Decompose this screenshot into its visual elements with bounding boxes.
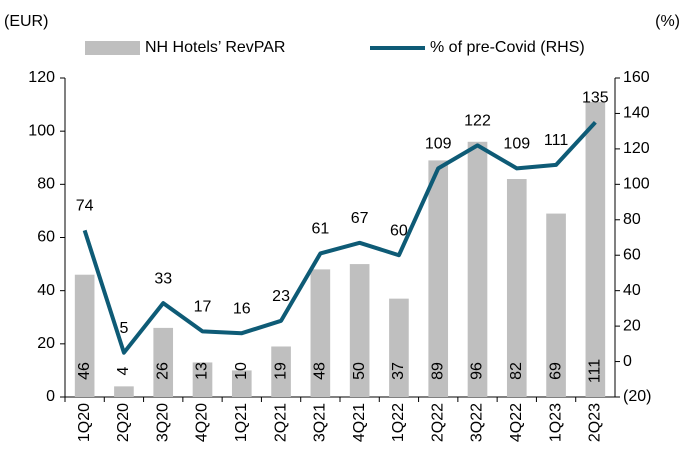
x-tick-label: 2Q21 (272, 403, 289, 442)
bar-value-label: 48 (312, 362, 329, 380)
y2-tick-label: 120 (623, 140, 650, 157)
bar (546, 213, 566, 397)
line-value-label: 61 (311, 221, 329, 238)
line-value-label: 60 (390, 222, 408, 239)
bar (467, 141, 488, 397)
bar (74, 274, 95, 397)
line-value-label: 16 (233, 300, 251, 317)
x-tick-label: 1Q21 (233, 403, 250, 442)
x-tick-label: 3Q20 (154, 403, 171, 442)
x-tick-label: 4Q22 (508, 403, 525, 442)
bar (506, 179, 527, 397)
legend-swatch (85, 41, 140, 55)
y2-tick-label: 0 (623, 353, 632, 370)
y2-tick-label: 20 (623, 317, 641, 334)
x-tick-label: 1Q22 (390, 403, 407, 442)
line-value-label: 135 (582, 90, 609, 107)
bar (585, 101, 606, 398)
line-value-label: 109 (425, 136, 452, 153)
bar-value-label: 4 (115, 366, 132, 375)
bar (310, 269, 331, 397)
y-tick-label: 0 (46, 388, 55, 405)
bar (349, 264, 370, 397)
bar (428, 160, 449, 397)
y-tick-label: 20 (37, 335, 55, 352)
x-tick-label: 2Q20 (115, 403, 132, 442)
x-tick-label: 4Q21 (351, 403, 368, 442)
bar-value-label: 19 (272, 362, 289, 380)
line-value-label: 109 (503, 136, 530, 153)
bar (153, 327, 174, 397)
line-value-label: 5 (119, 320, 128, 337)
y2-tick-label: (20) (623, 388, 651, 405)
x-tick-label: 3Q21 (312, 403, 329, 442)
bar-value-label: 82 (508, 362, 525, 380)
y-tick-label: 120 (28, 69, 55, 86)
y2-tick-label: 60 (623, 246, 641, 263)
y-tick-label: 60 (37, 229, 55, 246)
bar-value-label: 37 (390, 362, 407, 380)
line-value-label: 74 (76, 198, 94, 215)
bar-value-label: 89 (429, 362, 446, 380)
legend-label: NH Hotels’ RevPAR (145, 39, 285, 56)
y-tick-label: 80 (37, 176, 55, 193)
y2-tick-label: 160 (623, 69, 650, 86)
y2-tick-label: 40 (623, 282, 641, 299)
y-tick-label: 40 (37, 282, 55, 299)
y-axis-label: (EUR) (4, 13, 48, 30)
y2-tick-label: 100 (623, 176, 650, 193)
line-value-label: 67 (351, 210, 369, 227)
bar (192, 362, 213, 397)
bar-value-label: 46 (76, 362, 93, 380)
bar-value-label: 26 (154, 362, 171, 380)
line-value-label: 122 (464, 113, 491, 130)
y2-axis-label: (%) (655, 13, 680, 30)
bar-value-label: 96 (469, 362, 486, 380)
bar-value-label: 69 (547, 362, 564, 380)
line-value-label: 23 (272, 288, 290, 305)
line-value-label: 111 (544, 132, 568, 149)
line (82, 120, 597, 355)
bar-value-label: 10 (233, 362, 250, 380)
bar-value-label: 50 (351, 362, 368, 380)
bar (389, 298, 409, 397)
x-tick-label: 2Q22 (429, 403, 446, 442)
x-tick-label: 4Q20 (194, 403, 211, 442)
legend-label: % of pre-Covid (RHS) (430, 39, 585, 56)
line-value-label: 33 (154, 270, 172, 287)
x-tick-label: 1Q23 (547, 403, 564, 442)
bar (114, 386, 134, 397)
x-tick-label: 3Q22 (469, 403, 486, 442)
x-tick-label: 2Q23 (587, 403, 604, 442)
y-tick-label: 100 (28, 122, 55, 139)
y2-tick-label: 140 (623, 105, 650, 122)
bar (271, 346, 291, 397)
x-tick-label: 1Q20 (76, 403, 93, 442)
bar (231, 370, 252, 397)
bar-value-label: 111 (587, 359, 604, 383)
bar-value-label: 13 (194, 362, 211, 380)
line-value-label: 17 (194, 299, 212, 316)
y2-tick-label: 80 (623, 211, 641, 228)
